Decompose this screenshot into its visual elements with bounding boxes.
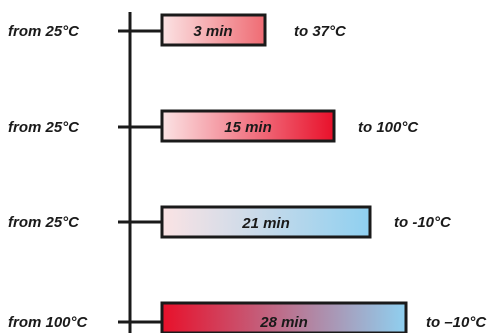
transition-row: from 25°C 21 min to -10°C bbox=[8, 205, 452, 239]
end-temperature-label: to 100°C bbox=[358, 119, 419, 136]
duration-label: 21 min bbox=[241, 215, 290, 232]
duration-bar bbox=[160, 205, 372, 239]
transition-row: from 25°C 3 min to 37°C bbox=[8, 13, 347, 47]
duration-bar bbox=[160, 13, 267, 47]
duration-label: 3 min bbox=[193, 23, 232, 40]
start-temperature-label: from 25°C bbox=[8, 23, 80, 40]
duration-bar bbox=[160, 109, 336, 143]
start-temperature-label: from 25°C bbox=[8, 119, 80, 136]
start-temperature-label: from 25°C bbox=[8, 214, 80, 231]
end-temperature-label: to 37°C bbox=[294, 23, 347, 40]
end-temperature-label: to –10°C bbox=[426, 314, 487, 331]
duration-label: 15 min bbox=[224, 119, 272, 136]
transition-row: from 100°C 28 min to –10°C bbox=[8, 301, 487, 333]
end-temperature-label: to -10°C bbox=[394, 214, 452, 231]
duration-bar bbox=[160, 301, 408, 333]
start-temperature-label: from 100°C bbox=[8, 314, 89, 331]
transition-row: from 25°C 15 min to 100°C bbox=[8, 109, 419, 143]
duration-label: 28 min bbox=[259, 314, 308, 331]
